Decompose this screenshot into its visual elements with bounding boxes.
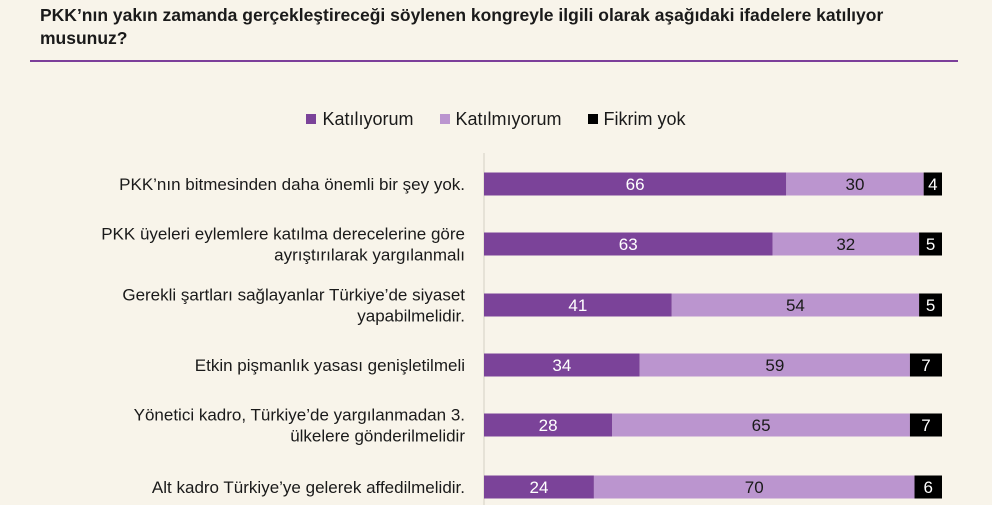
category-label: Yönetici kadro, Türkiye’de yargılanmadan… — [134, 406, 466, 446]
data-label-kat-lm-yorum: 54 — [786, 296, 805, 315]
data-label-kat-l-yorum: 28 — [539, 416, 558, 435]
bar-segment-kat-l-yorum — [484, 232, 773, 256]
data-label-kat-l-yorum: 63 — [619, 235, 638, 254]
bar-segment-fikrim-yok — [923, 172, 942, 196]
bar-segment-kat-lm-yorum — [671, 293, 920, 317]
bar-segment-fikrim-yok — [914, 475, 942, 499]
legend-item-katilmiyorum: Katılmıyorum — [439, 108, 562, 130]
bar-segment-kat-lm-yorum — [639, 353, 910, 377]
data-label-kat-lm-yorum: 59 — [765, 356, 784, 375]
bar-segment-kat-lm-yorum — [786, 172, 924, 196]
bar-segment-kat-l-yorum — [484, 353, 640, 377]
bar-segment-kat-lm-yorum — [772, 232, 920, 256]
chart-legend: Katılıyorum Katılmıyorum Fikrim yok — [0, 106, 992, 132]
bar-segment-fikrim-yok — [909, 353, 942, 377]
data-label-kat-lm-yorum: 30 — [846, 175, 865, 194]
legend-label-katiliyorum: Katılıyorum — [322, 108, 414, 129]
bar-segment-kat-lm-yorum — [612, 413, 910, 437]
data-label-kat-l-yorum: 34 — [552, 356, 571, 375]
category-label: Etkin pişmanlık yasası genişletilmeli — [195, 356, 465, 375]
data-label-fikrim-yok: 5 — [926, 235, 935, 254]
data-label-fikrim-yok: 5 — [926, 296, 935, 315]
category-label: PKK’nın bitmesinden daha önemli bir şey … — [119, 175, 465, 194]
category-label: PKK üyeleri eylemlere katılma dereceleri… — [101, 225, 465, 265]
data-label-kat-l-yorum: 41 — [568, 296, 587, 315]
bar-segment-kat-l-yorum — [484, 172, 787, 196]
legend-label-fikrim-yok: Fikrim yok — [603, 108, 686, 129]
bar-segment-kat-lm-yorum — [593, 475, 915, 499]
data-label-kat-lm-yorum: 70 — [745, 478, 764, 497]
bar-segment-fikrim-yok — [919, 293, 942, 317]
bar-segment-kat-l-yorum — [484, 413, 613, 437]
bar-segment-fikrim-yok — [919, 232, 942, 256]
data-label-kat-lm-yorum: 65 — [752, 416, 771, 435]
legend-label-katilmiyorum: Katılmıyorum — [455, 108, 562, 129]
data-label-fikrim-yok: 7 — [921, 356, 930, 375]
data-label-fikrim-yok: 6 — [924, 478, 933, 497]
bar-segment-kat-l-yorum — [484, 475, 594, 499]
legend-item-katiliyorum: Katılıyorum — [306, 108, 414, 130]
legend-item-fikrim-yok: Fikrim yok — [587, 108, 686, 130]
title-divider — [30, 60, 958, 62]
legend-swatch-katilmiyorum — [439, 114, 450, 124]
data-label-kat-l-yorum: 66 — [626, 175, 645, 194]
data-label-fikrim-yok: 4 — [928, 175, 937, 194]
data-label-kat-lm-yorum: 32 — [836, 235, 855, 254]
chart-title: PKK’nın yakın zamanda gerçekleştireceği … — [40, 5, 884, 48]
category-label: Alt kadro Türkiye’ye gelerek affedilmeli… — [152, 478, 465, 497]
data-label-fikrim-yok: 7 — [921, 416, 930, 435]
bar-segment-fikrim-yok — [909, 413, 942, 437]
category-label: Gerekli şartları sağlayanlar Türkiye’de … — [122, 286, 465, 326]
bar-segment-kat-l-yorum — [484, 293, 672, 317]
data-label-kat-l-yorum: 24 — [529, 478, 548, 497]
legend-swatch-katiliyorum — [306, 114, 317, 124]
legend-swatch-fikrim-yok — [587, 114, 598, 124]
